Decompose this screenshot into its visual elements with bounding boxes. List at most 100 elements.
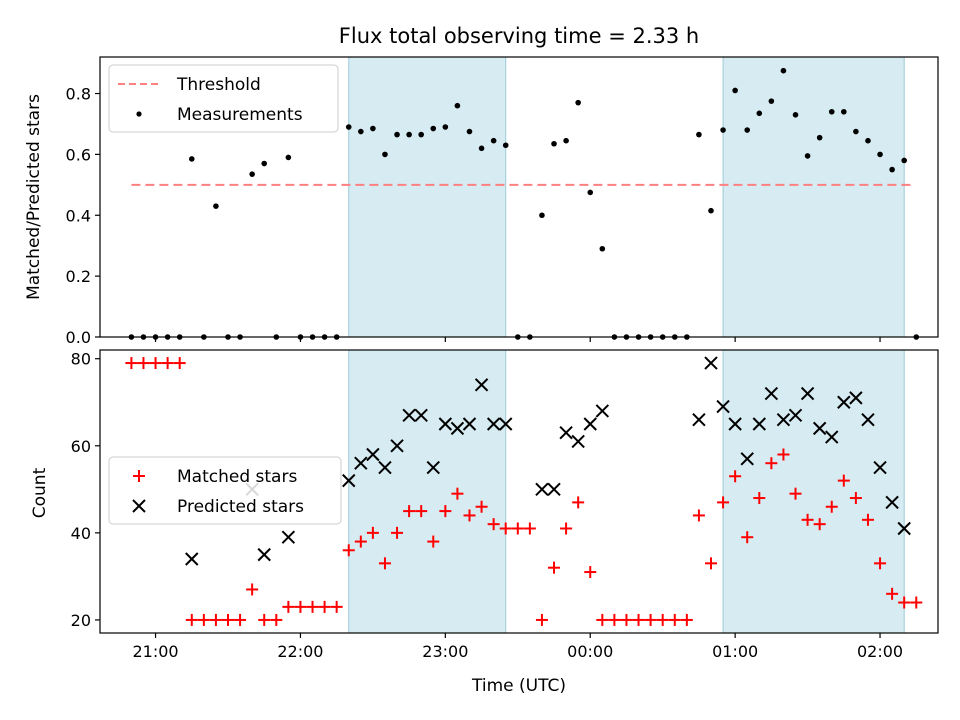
matched-star-point xyxy=(197,613,210,626)
measurement-point xyxy=(756,110,763,117)
predicted-star-point xyxy=(426,460,440,475)
matched-star-point xyxy=(463,509,476,522)
predicted-star-point xyxy=(583,417,597,431)
predicted-star-point xyxy=(450,421,465,436)
predicted-star-point xyxy=(897,521,911,536)
matched-star-point xyxy=(475,500,488,513)
predicted-star-point xyxy=(861,412,875,427)
predicted-star-point xyxy=(185,552,199,566)
predicted-star-point xyxy=(873,460,887,475)
ratio-panel-frame xyxy=(99,56,939,338)
matched-star-point xyxy=(342,544,355,557)
matched-star-point xyxy=(704,557,717,570)
matched-star-point xyxy=(318,600,331,613)
measurement-point xyxy=(841,108,847,115)
measurement-point xyxy=(696,131,702,138)
predicted-star-point xyxy=(825,430,839,444)
threshold-legend-label: Threshold xyxy=(176,75,261,95)
measurement-point xyxy=(466,128,473,135)
measurement-point xyxy=(587,189,594,196)
measurement-point xyxy=(853,128,859,135)
matched-star-point xyxy=(596,613,609,626)
matched-star-point xyxy=(391,526,404,539)
count-y-axis-label: Count xyxy=(30,467,50,518)
matched-star-point xyxy=(125,357,138,370)
measurement-point xyxy=(406,131,412,138)
matched-star-point xyxy=(680,613,693,626)
matched-star-point xyxy=(656,613,669,626)
predicted-star-point xyxy=(740,452,754,466)
measurement-point xyxy=(358,128,364,135)
predicted-star-point xyxy=(716,399,730,414)
measurement-point xyxy=(261,160,268,167)
predicted-star-point xyxy=(849,391,863,405)
measurement-point xyxy=(285,154,292,161)
measurement-point xyxy=(490,137,497,144)
measurement-point xyxy=(502,142,509,149)
measurement-point xyxy=(345,124,352,130)
x-tick-label: 01:00 xyxy=(712,642,758,661)
matched-star-point xyxy=(221,613,234,626)
count-legend: Matched stars Predicted stars xyxy=(108,456,342,525)
predicted-star-point xyxy=(547,482,561,497)
predicted-star-point xyxy=(462,417,477,431)
matched-star-point xyxy=(910,596,923,609)
matched-star-point xyxy=(632,613,645,626)
predicted-star-point xyxy=(704,356,718,370)
measurement-point xyxy=(551,140,557,147)
ratio-legend: Threshold Measurements xyxy=(108,64,339,133)
matched-star-point xyxy=(149,357,162,370)
matched-star-point xyxy=(644,613,657,626)
matched-star-point xyxy=(294,600,307,613)
matched-star-point xyxy=(753,492,766,505)
count-x-ticks: 21:00 22:00 23:00 00:00 01:00 02:00 xyxy=(132,633,903,661)
measurements-legend-swatch xyxy=(136,111,142,117)
matched-star-point xyxy=(511,522,524,535)
matched-star-point xyxy=(861,513,874,526)
matched-star-point xyxy=(548,561,561,574)
predicted-star-point xyxy=(571,434,585,449)
matched-star-point xyxy=(258,613,271,626)
matched-star-point xyxy=(692,509,705,522)
predicted-star-point xyxy=(499,417,513,431)
matched-star-point xyxy=(415,505,428,518)
predicted-stars-legend-label: Predicted stars xyxy=(177,497,304,517)
measurement-point xyxy=(454,102,461,109)
measurement-point xyxy=(249,171,255,177)
measurement-point xyxy=(563,137,569,144)
matched-star-point xyxy=(330,600,343,613)
matched-star-point xyxy=(765,457,778,470)
count-panel-frame xyxy=(99,349,939,634)
observing-window-2 xyxy=(722,56,905,338)
count-y-tick-label: 60 xyxy=(71,437,91,456)
matched-star-point xyxy=(741,531,754,544)
predicted-star-point xyxy=(535,482,549,497)
matched-star-point xyxy=(427,535,440,548)
ratio-y-tick-label: 0.8 xyxy=(66,85,91,104)
measurement-point xyxy=(430,125,437,132)
measurement-point xyxy=(708,207,714,214)
measurement-point xyxy=(213,203,219,209)
matched-star-point xyxy=(173,357,186,370)
ratio-y-ticks: 0.0 0.2 0.4 0.6 0.8 xyxy=(66,85,100,347)
count-y-ticks: 20 40 60 80 xyxy=(71,350,100,630)
matched-star-point xyxy=(801,513,814,526)
predicted-star-point xyxy=(800,386,815,401)
measurement-point xyxy=(901,157,907,164)
measurement-point xyxy=(828,108,835,115)
predicted-star-point xyxy=(728,417,742,431)
matched-star-point xyxy=(354,535,367,548)
matched-star-point xyxy=(403,505,416,518)
ratio-y-tick-label: 0.4 xyxy=(66,206,91,225)
measurement-point xyxy=(188,156,195,162)
matched-star-point xyxy=(378,557,391,570)
matched-star-point xyxy=(789,487,802,500)
predicted-star-point xyxy=(837,395,851,409)
matched-star-point xyxy=(898,596,911,609)
matched-star-point xyxy=(572,496,585,509)
measurement-point xyxy=(575,99,581,106)
matched-star-point xyxy=(523,522,536,535)
count-y-tick-label: 80 xyxy=(71,350,91,369)
matched-star-point xyxy=(849,492,862,505)
